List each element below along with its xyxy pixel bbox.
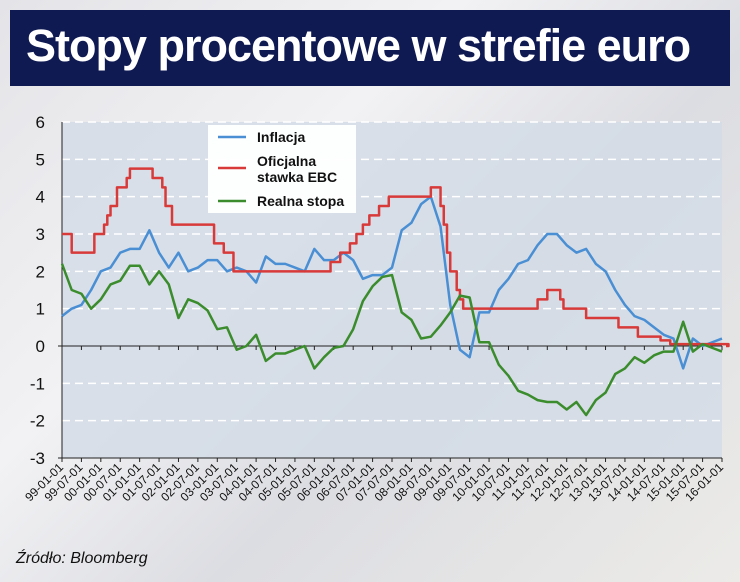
y-tick-label: -3 xyxy=(30,449,45,468)
source-note: Źródło: Bloomberg xyxy=(16,550,148,567)
legend-label: Oficjalna xyxy=(257,153,316,169)
title-bar: Stopy procentowe w strefie euro xyxy=(10,10,730,86)
y-tick-label: 0 xyxy=(36,337,45,356)
plot-area xyxy=(62,122,722,458)
y-tick-label: 6 xyxy=(36,113,45,132)
legend-label: Realna stopa xyxy=(257,193,344,209)
series-line-realna xyxy=(60,263,723,417)
y-tick-label: -2 xyxy=(30,412,45,431)
y-tick-label: 2 xyxy=(36,262,45,281)
y-tick-label: 1 xyxy=(36,300,45,319)
legend-label: Inflacja xyxy=(257,129,305,145)
y-tick-label: 3 xyxy=(36,225,45,244)
y-tick-label: -1 xyxy=(30,374,45,393)
legend-label: stawka EBC xyxy=(257,169,337,185)
series-line-stawka xyxy=(62,167,730,348)
y-tick-label: 5 xyxy=(36,150,45,169)
series-line-inflacja xyxy=(61,195,723,370)
page-title: Stopy procentowe w strefie euro xyxy=(26,20,691,71)
y-tick-label: 4 xyxy=(36,188,45,207)
